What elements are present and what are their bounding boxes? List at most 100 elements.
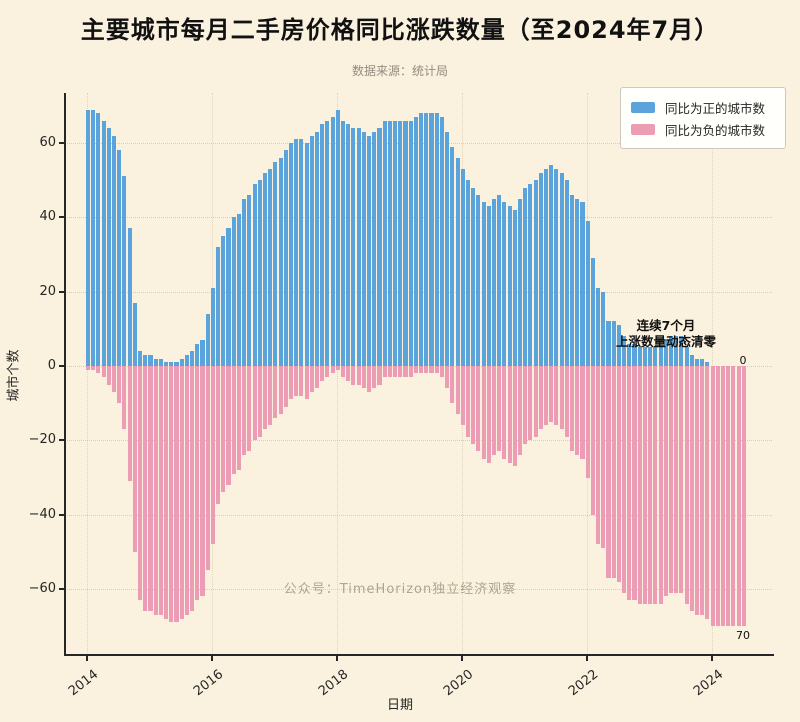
bar-negative	[481, 366, 486, 459]
bar-positive	[96, 113, 101, 366]
bar-positive	[575, 198, 580, 366]
bar-negative	[351, 366, 356, 385]
bar-negative	[164, 366, 169, 619]
bar-positive	[611, 321, 616, 366]
bar-positive	[273, 161, 278, 366]
y-axis-spine	[64, 93, 66, 656]
bar-negative	[174, 366, 179, 623]
bar-negative	[210, 366, 215, 545]
bar-positive	[517, 198, 523, 366]
bar-negative	[507, 366, 512, 463]
bar-positive	[700, 358, 705, 366]
bar-negative	[117, 366, 122, 404]
bar-positive	[85, 109, 91, 366]
annotation-zero-label: 0	[739, 354, 747, 367]
y-tick-label: 0	[47, 358, 56, 373]
bar-negative	[127, 366, 132, 482]
bar-negative	[543, 366, 549, 426]
y-tick-label: −40	[28, 506, 56, 522]
bar-negative	[559, 366, 564, 430]
bar-negative	[710, 366, 715, 627]
bar-positive	[164, 362, 169, 366]
gridline-y	[65, 589, 772, 590]
bar-negative	[689, 366, 694, 612]
bar-positive	[413, 116, 418, 366]
bar-negative	[637, 366, 642, 604]
bar-negative	[632, 366, 637, 601]
bar-negative	[372, 366, 377, 389]
y-tick-mark	[59, 588, 64, 590]
bar-positive	[340, 120, 346, 366]
bar-positive	[101, 120, 106, 366]
x-tick-mark	[335, 656, 338, 661]
legend-swatch-negative-icon	[631, 123, 655, 135]
bar-positive	[299, 139, 304, 366]
bar-negative	[596, 366, 601, 545]
y-tick-mark	[59, 513, 64, 516]
bar-positive	[314, 131, 320, 366]
bar-negative	[367, 366, 372, 393]
bar-negative	[195, 366, 200, 601]
bar-positive	[507, 206, 512, 366]
gridline-y	[65, 514, 772, 516]
bar-negative	[460, 366, 465, 426]
bar-negative	[528, 366, 533, 441]
bar-negative	[570, 366, 575, 452]
bar-positive	[455, 157, 460, 366]
bar-positive	[382, 120, 387, 366]
bar-positive	[179, 358, 184, 366]
bar-positive	[283, 150, 288, 366]
x-tick-mark	[460, 656, 463, 661]
bar-positive	[393, 120, 398, 366]
bar-negative	[299, 366, 304, 396]
x-tick-mark	[710, 656, 713, 661]
bar-positive	[601, 291, 606, 366]
bar-negative	[190, 366, 195, 612]
bar-negative	[413, 366, 418, 374]
x-axis-title: 日期	[386, 698, 413, 713]
bar-negative	[314, 366, 320, 389]
x-tick-mark	[210, 656, 213, 661]
bar-positive	[549, 165, 554, 366]
bar-negative	[273, 366, 278, 419]
bar-positive	[590, 258, 595, 366]
bar-positive	[523, 187, 528, 366]
bar-positive	[585, 221, 590, 366]
bar-negative	[143, 366, 148, 612]
bar-negative	[465, 366, 470, 437]
bar-positive	[210, 287, 215, 366]
bar-positive	[278, 157, 283, 366]
annotation-line1: 连续7个月	[636, 318, 696, 333]
bar-positive	[632, 343, 637, 366]
bar-negative	[309, 366, 314, 393]
bar-negative	[408, 366, 413, 378]
bar-negative	[434, 366, 439, 374]
bar-positive	[679, 336, 684, 366]
bar-positive	[257, 180, 262, 366]
bar-positive	[668, 336, 673, 366]
bar-negative	[377, 366, 382, 385]
bar-negative	[132, 366, 137, 552]
bar-positive	[429, 113, 434, 366]
bar-negative	[590, 366, 595, 515]
bar-negative	[663, 366, 668, 597]
bar-negative	[231, 366, 236, 474]
y-tick-label: 60	[39, 134, 56, 150]
bar-positive	[174, 362, 179, 366]
bar-positive	[268, 169, 273, 366]
bar-negative	[226, 366, 231, 485]
plot-area	[65, 93, 772, 655]
bar-positive	[460, 169, 465, 366]
bar-positive	[439, 116, 444, 366]
bar-negative	[148, 366, 153, 612]
bar-negative	[648, 366, 653, 604]
bar-negative	[85, 366, 91, 370]
bar-negative	[398, 366, 403, 378]
bar-negative	[694, 366, 700, 616]
bar-positive	[387, 120, 392, 366]
legend-label-positive: 同比为正的城市数	[665, 100, 766, 116]
bar-positive	[138, 351, 143, 366]
bar-positive	[153, 358, 158, 366]
bar-positive	[705, 362, 710, 366]
bar-positive	[445, 131, 450, 366]
